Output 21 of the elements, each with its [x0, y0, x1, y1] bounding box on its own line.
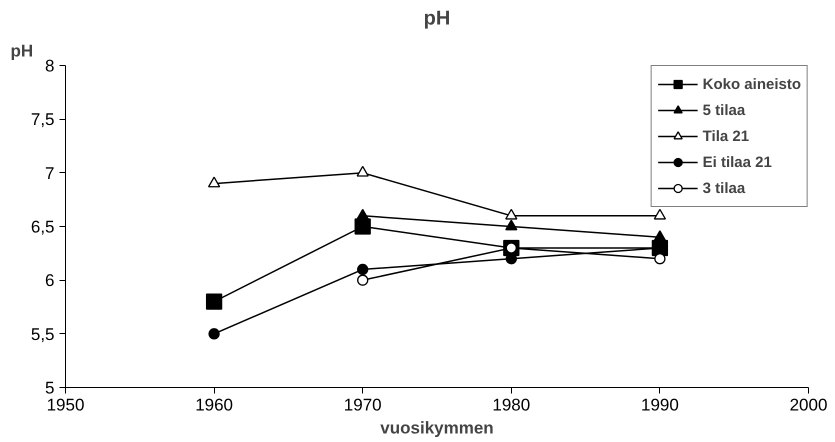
legend-label: 3 tilaa	[702, 178, 746, 198]
legend-label: 5 tilaa	[702, 100, 746, 120]
legend-label: Ei tilaa 21	[702, 152, 772, 172]
chart-title: pH	[424, 8, 450, 30]
x-tick-label: 1970	[344, 396, 382, 414]
y-tick-label: 7,5	[30, 110, 55, 130]
x-tick-label: 1980	[492, 396, 530, 414]
x-tick-label: 1950	[46, 396, 84, 414]
y-tick-label: 6	[45, 271, 55, 290]
y-tick-label: 5,5	[30, 324, 55, 344]
x-tick-label: 1960	[195, 396, 234, 414]
legend-label: Koko aineisto	[702, 74, 801, 94]
x-axis-title: vuosikymmen	[380, 418, 494, 438]
y-tick-label: 5	[45, 378, 55, 398]
y-axis-title: pH	[10, 42, 34, 60]
x-tick-label: 2000	[790, 396, 828, 414]
y-tick-label: 7	[45, 164, 55, 183]
x-tick-label: 1990	[640, 396, 679, 414]
legend-label: Tila 21	[702, 126, 750, 146]
y-tick-label: 8	[45, 56, 55, 76]
y-tick-label: 6,5	[30, 218, 55, 236]
